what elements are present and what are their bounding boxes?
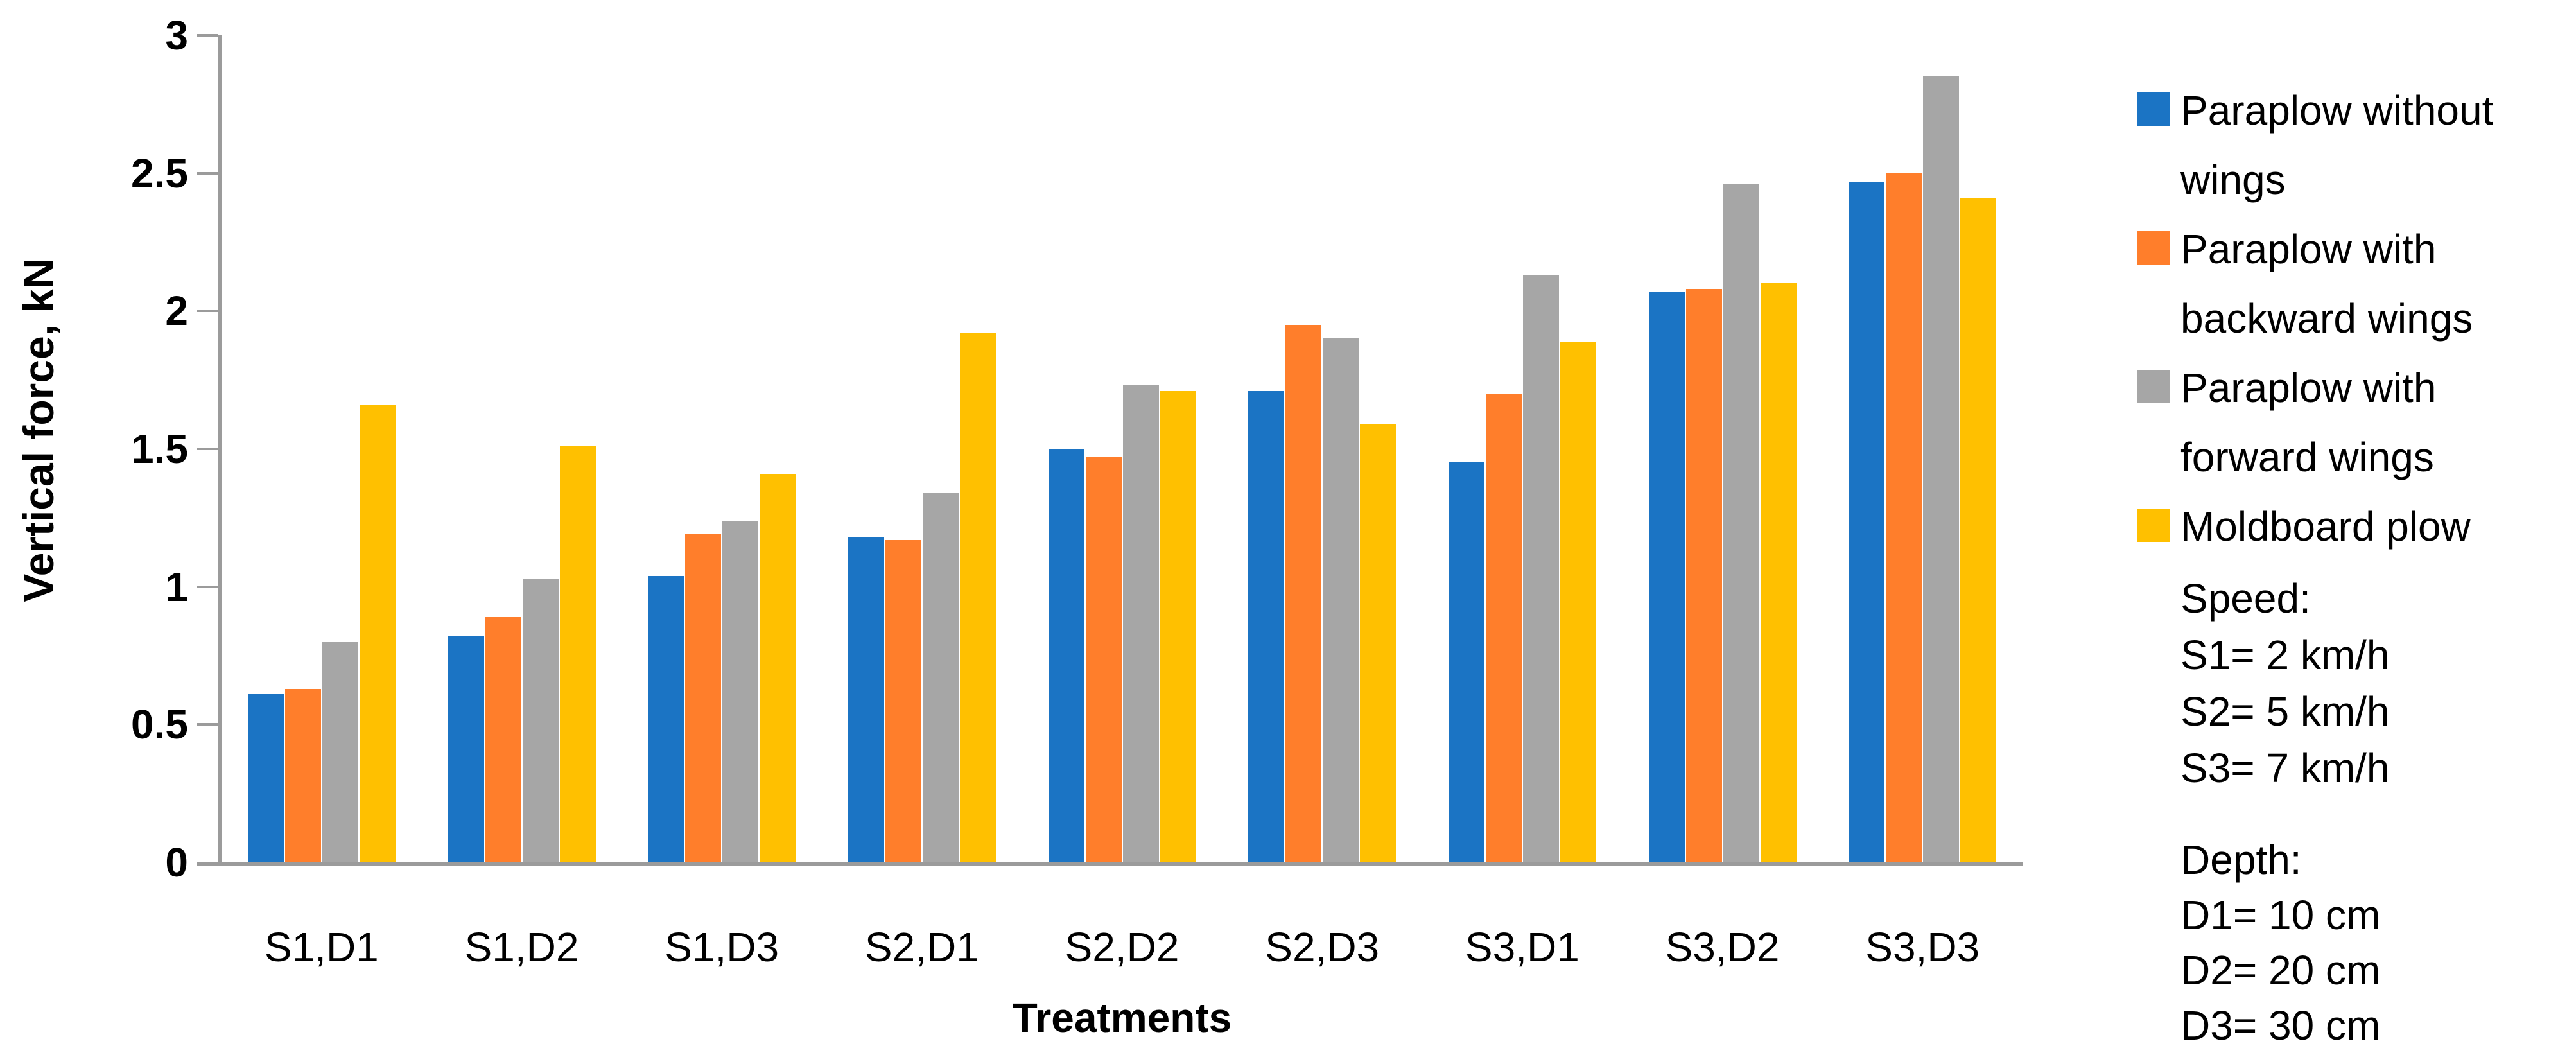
legend: Paraplow without wings Paraplow with back…	[2080, 76, 2568, 561]
y-tick-label: 1	[165, 563, 188, 610]
legend-item: Paraplow without wings	[2137, 76, 2568, 214]
x-tick-label: S1,D3	[665, 924, 779, 970]
x-tick-label: S2,D2	[1065, 924, 1179, 970]
y-tick-label: 3	[165, 12, 188, 58]
note-line: S2= 5 km/h	[2180, 688, 2390, 735]
bar-group-s2-d3	[1222, 35, 1422, 862]
bar	[1760, 283, 1797, 862]
bar	[1360, 424, 1397, 862]
bar	[959, 333, 996, 862]
legend-swatch-icon	[2137, 509, 2170, 542]
x-tick-label: S3,D1	[1465, 924, 1580, 970]
bar	[848, 537, 884, 862]
bar-group-s3-d2	[1623, 35, 1823, 862]
legend-swatch-icon	[2137, 92, 2170, 126]
bar	[1886, 173, 1922, 862]
bar-group-s3-d3	[1822, 35, 2023, 862]
bar	[485, 616, 521, 862]
y-tick-mark	[197, 723, 218, 726]
bar-group-s2-d1	[822, 35, 1022, 862]
bar	[247, 694, 284, 862]
x-axis-title: Treatments	[1012, 995, 1232, 1041]
note-line: D3= 30 cm	[2180, 1002, 2381, 1049]
bar	[885, 539, 921, 862]
note-line: D1= 10 cm	[2180, 892, 2381, 938]
bar-group-s3-d1	[1422, 35, 1623, 862]
bar	[685, 534, 722, 862]
x-tick-label: S3,D3	[1865, 924, 1980, 970]
bar	[1048, 449, 1084, 862]
note-line: Depth:	[2180, 837, 2302, 883]
y-axis-title: Vertical force, kN	[15, 258, 62, 602]
bar	[448, 636, 484, 862]
side-panel: Paraplow without wings Paraplow with back…	[2080, 0, 2568, 1055]
legend-label: Moldboard plow	[2180, 503, 2471, 550]
y-tick-mark	[197, 585, 218, 588]
bar	[1485, 394, 1522, 862]
legend-swatch-icon	[2137, 231, 2170, 265]
y-tick-label: 0.5	[131, 701, 188, 748]
bar	[284, 688, 321, 862]
bar	[922, 493, 959, 862]
x-tick-label: S1,D2	[464, 924, 579, 970]
x-axis-line	[197, 862, 2023, 866]
y-tick-label: 0	[165, 839, 188, 885]
bar	[1285, 324, 1322, 862]
bar	[722, 520, 759, 862]
note-line: S1= 2 km/h	[2180, 632, 2390, 678]
x-tick-label: S2,D1	[864, 924, 979, 970]
x-tick-labels: S1,D1 S1,D2 S1,D3 S2,D1 S2,D2 S2,D3 S3,D1 S3,D2…	[222, 923, 2023, 971]
bar	[1323, 338, 1359, 862]
bar	[648, 575, 684, 862]
y-tick-mark	[197, 34, 218, 37]
legend-label: Paraplow without wings	[2180, 87, 2494, 203]
x-tick-label: S3,D2	[1665, 924, 1780, 970]
legend-item: Paraplow with forward wings	[2137, 353, 2568, 492]
legend-label: Paraplow with backward wings	[2180, 226, 2473, 342]
x-tick-label: S2,D3	[1265, 924, 1380, 970]
y-tick-label: 1.5	[131, 426, 188, 472]
bar	[1960, 198, 1997, 862]
y-tick-mark	[197, 171, 218, 175]
x-tick-label: S1,D1	[264, 924, 379, 970]
y-tick-mark	[197, 448, 218, 450]
bar	[1723, 184, 1759, 862]
bar	[1560, 341, 1596, 862]
depth-note: Depth: D1= 10 cm D2= 20 cm D3= 30 cm	[2180, 832, 2568, 1053]
bar-groups	[222, 35, 2023, 862]
y-tick-label: 2.5	[131, 150, 188, 196]
y-tick-label: 2	[165, 288, 188, 335]
bar	[322, 641, 358, 862]
note-line: D2= 20 cm	[2180, 947, 2381, 993]
bar	[1160, 390, 1196, 862]
bar	[1122, 385, 1159, 862]
note-line: S3= 7 km/h	[2180, 745, 2390, 791]
bar	[760, 473, 796, 862]
bar-group-s1-d1	[222, 35, 422, 862]
legend-swatch-icon	[2137, 370, 2170, 403]
bar	[359, 405, 396, 862]
legend-item: Moldboard plow	[2137, 492, 2568, 561]
bar	[1448, 462, 1484, 862]
y-tick-mark	[197, 310, 218, 313]
bar	[1648, 292, 1685, 862]
speed-note: Speed: S1= 2 km/h S2= 5 km/h S3= 7 km/h	[2180, 570, 2568, 796]
bar	[559, 446, 596, 862]
plot-area: Vertical force, kN S1,D1 S1,D2 S1,D3 S2,D1 S…	[15, 15, 2023, 1041]
bar-group-s1-d3	[622, 35, 822, 862]
legend-label: Paraplow with forward wings	[2180, 365, 2437, 480]
bar	[1248, 390, 1285, 862]
legend-item: Paraplow with backward wings	[2137, 214, 2568, 353]
bar	[1923, 76, 1960, 862]
bar	[1685, 289, 1722, 862]
bar	[1849, 181, 1885, 862]
y-axis-line	[218, 35, 222, 866]
note-line: Speed:	[2180, 575, 2311, 622]
bar-group-s2-d2	[1022, 35, 1223, 862]
bar-group-s1-d2	[422, 35, 622, 862]
bar	[1522, 275, 1559, 862]
bar	[1085, 457, 1122, 862]
bar	[522, 578, 559, 862]
